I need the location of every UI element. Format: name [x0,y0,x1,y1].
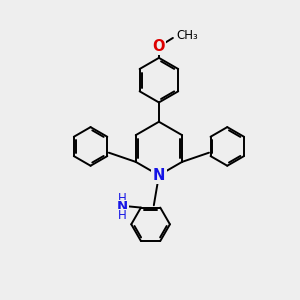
Text: H: H [118,192,127,205]
Text: CH₃: CH₃ [177,29,199,42]
Text: N: N [153,168,165,183]
Text: H: H [118,209,127,222]
Text: N: N [117,200,128,214]
Text: O: O [153,39,165,54]
